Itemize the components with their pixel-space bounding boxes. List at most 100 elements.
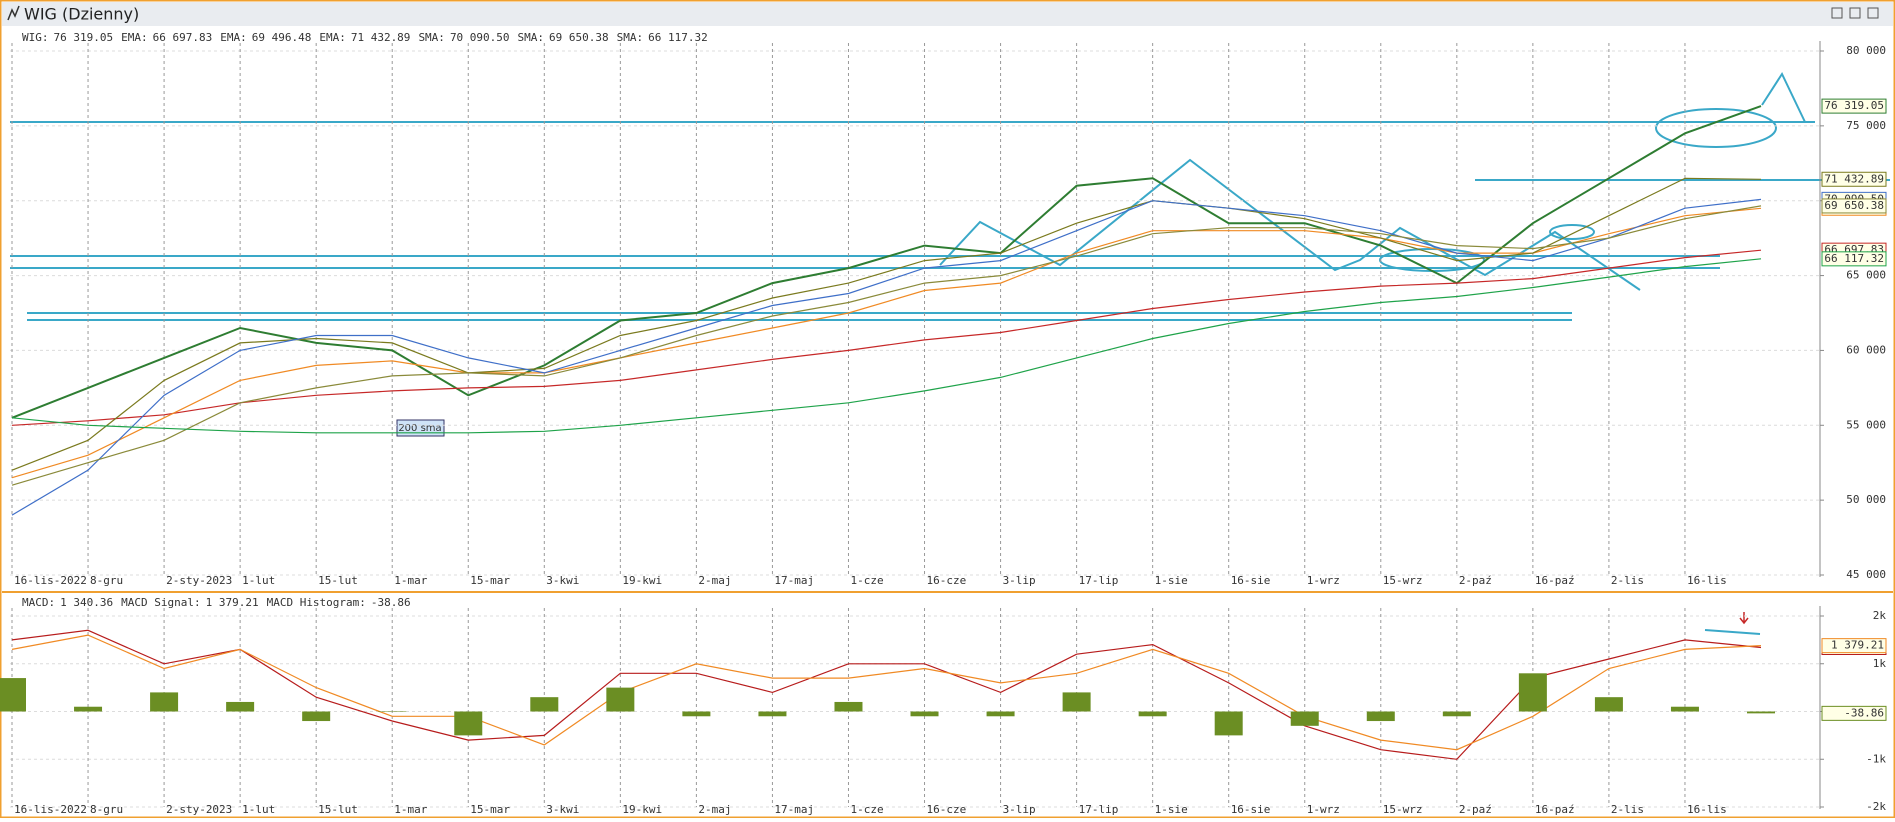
- x-tick-label: 1-cze: [850, 574, 883, 587]
- x-tick-label: 19-kwi: [622, 574, 662, 587]
- trend-lines: [10, 71, 1890, 635]
- x-tick-label: 3-kwi: [546, 574, 579, 587]
- x-tick-label: 16-lis-2022: [14, 574, 87, 587]
- legend-value: 76 319.05: [54, 31, 114, 44]
- y-tick-label: -2k: [1866, 800, 1886, 813]
- x-tick-label: 16-sie: [1231, 803, 1271, 816]
- y-tick-label: 45 000: [1846, 568, 1886, 581]
- x-tick-label: 2-paź: [1459, 803, 1492, 816]
- histogram-bar: [530, 697, 559, 712]
- value-box-label: 76 319.05: [1824, 99, 1884, 112]
- value-box: [1821, 251, 1887, 267]
- value-box-label: -38.86: [1844, 706, 1884, 719]
- x-tick-label: 16-cze: [927, 574, 967, 587]
- x-tick-label: 1-mar: [394, 803, 427, 816]
- close-button[interactable]: [1867, 7, 1879, 19]
- histogram-bar: [302, 711, 331, 722]
- x-tick-label: 8-gru: [90, 803, 123, 816]
- x-tick-label: 17-lip: [1079, 803, 1119, 816]
- y-tick-label: -1k: [1866, 752, 1886, 765]
- x-tick-label: 8-gru: [90, 574, 123, 587]
- legend-name: SMA:: [617, 31, 644, 44]
- histogram-bar: [682, 711, 711, 717]
- x-tick-label: 17-lip: [1079, 574, 1119, 587]
- window-buttons[interactable]: [1831, 7, 1879, 19]
- target-arrow: [1761, 71, 1806, 123]
- x-tick-label: 17-maj: [774, 803, 814, 816]
- x-tick-label: 1-cze: [850, 803, 883, 816]
- x-tick-label: 2-lis: [1611, 803, 1644, 816]
- x-tick-label: 16-lis: [1687, 574, 1727, 587]
- indicator-line: [11, 198, 1762, 516]
- legend-value: 70 090.50: [450, 31, 510, 44]
- legend-value: -38.86: [371, 596, 411, 609]
- indicator-line: [11, 177, 1762, 471]
- histogram-bar: [606, 687, 635, 712]
- legend-value: 71 432.89: [351, 31, 411, 44]
- x-tick-label: 2-sty-2023: [166, 803, 232, 816]
- y-tick-label: 1k: [1873, 657, 1887, 670]
- highlight-ellipse: [1549, 224, 1595, 240]
- price-line: [11, 105, 1762, 419]
- x-tick-label: 15-wrz: [1383, 803, 1423, 816]
- histogram-bar: [1290, 711, 1319, 726]
- histogram-bar: [758, 711, 787, 717]
- y-tick-label: 80 000: [1846, 44, 1886, 57]
- x-tick-label: 2-maj: [698, 574, 731, 587]
- legend-name: EMA:: [121, 31, 148, 44]
- histogram-bar: [1594, 697, 1623, 712]
- histogram-bar: [834, 701, 863, 712]
- value-box: [1821, 705, 1887, 721]
- histogram-bar: [74, 706, 103, 712]
- x-tick-label: 1-sie: [1155, 574, 1188, 587]
- x-tick-label: 19-kwi: [622, 803, 662, 816]
- restore-button[interactable]: [1849, 7, 1861, 19]
- x-tick-label: 16-paź: [1535, 803, 1575, 816]
- y-tick-label: 50 000: [1846, 493, 1886, 506]
- window-title: WIG (Dzienny): [24, 5, 139, 24]
- minimize-button[interactable]: [1831, 7, 1843, 19]
- y-tick-label: 55 000: [1846, 418, 1886, 431]
- histogram-bar: [226, 701, 255, 712]
- x-tick-label: 1-sie: [1155, 803, 1188, 816]
- value-box-label: 71 432.89: [1824, 172, 1884, 185]
- value-box-label: 66 117.32: [1824, 252, 1884, 265]
- indicator-line: [11, 634, 1762, 751]
- legend-value: 69 496.48: [252, 31, 312, 44]
- annotation-box: [396, 419, 445, 437]
- histogram-bar: [1062, 692, 1091, 712]
- x-tick-label: 1-wrz: [1307, 803, 1340, 816]
- histogram-bar: [454, 711, 483, 736]
- histogram-bar: [1442, 711, 1471, 717]
- x-tick-label: 1-lut: [242, 803, 275, 816]
- histogram-bar: [1747, 711, 1775, 714]
- histogram-bar: [1138, 711, 1167, 717]
- x-tick-label: 16-lis-2022: [14, 803, 87, 816]
- x-tick-label: 16-paź: [1535, 574, 1575, 587]
- legend-name: EMA:: [319, 31, 346, 44]
- x-tick-label: 15-wrz: [1383, 574, 1423, 587]
- histogram-bar: [1366, 711, 1395, 722]
- x-tick-label: 2-paź: [1459, 574, 1492, 587]
- signal-arrow: [1739, 612, 1749, 625]
- x-tick-label: 3-lip: [1003, 803, 1036, 816]
- x-tick-label: 15-lut: [318, 574, 358, 587]
- legend-name: MACD Signal:: [121, 596, 200, 609]
- histogram-bar: [986, 711, 1015, 717]
- x-tick-label: 1-lut: [242, 574, 275, 587]
- legend-name: MACD Histogram:: [267, 596, 366, 609]
- y-tick-label: 2k: [1873, 609, 1887, 622]
- y-tick-label: 75 000: [1846, 119, 1886, 132]
- histogram-bar: [1518, 673, 1547, 712]
- y-tick-label: 65 000: [1846, 269, 1886, 282]
- value-box: [1821, 638, 1887, 654]
- histogram-bar: [1214, 711, 1243, 736]
- indicator-line: [11, 205, 1762, 486]
- indicator-line: [11, 629, 1762, 760]
- x-tick-label: 17-maj: [774, 574, 814, 587]
- y-tick-label: 60 000: [1846, 343, 1886, 356]
- title-bar: [2, 2, 1893, 26]
- chart-icon: [7, 5, 20, 21]
